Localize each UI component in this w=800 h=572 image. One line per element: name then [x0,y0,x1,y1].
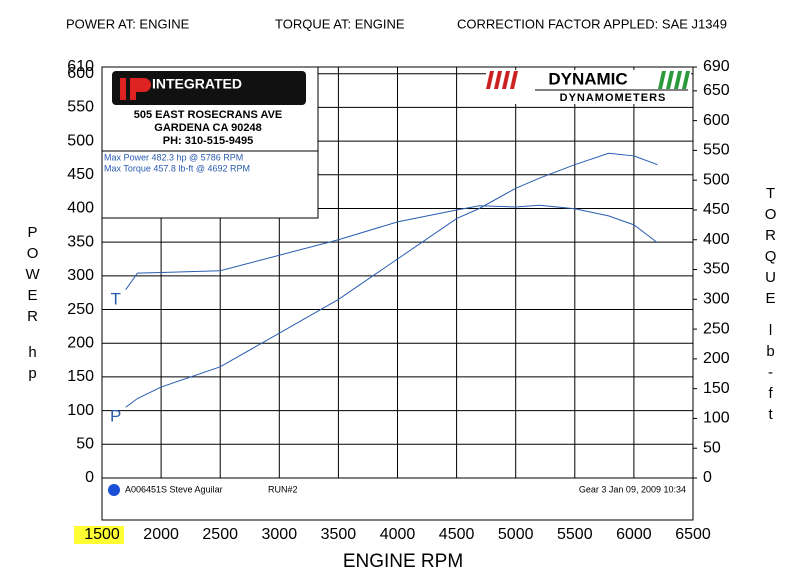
y2-axis-unit: lb-ft [762,322,779,427]
y2-tick-label: 550 [703,142,730,159]
footer: A006451S Steve Aguilar [125,484,223,494]
series-label: T [110,289,120,308]
x-tick-label: 3500 [321,526,357,543]
note: Max Torque 457.8 lb-ft @ 4692 RPM [104,163,250,173]
y2-tick-label: 650 [703,82,730,99]
footer: Gear 3 Jan 09, 2009 10:34 [579,484,686,494]
x-tick-label: 4500 [439,526,475,543]
y-tick-label: 400 [67,200,94,217]
y-tick-label: 450 [67,166,94,183]
y-axis-unit: hp [24,344,41,386]
header: POWER AT: ENGINE [66,16,190,31]
y2-tick-label: 500 [703,171,730,188]
x-tick-label: 2500 [202,526,238,543]
y2-tick-label: 400 [703,231,730,248]
series-label: P [110,407,121,426]
series-line [125,152,658,408]
brand: INTEGRATED [152,76,242,92]
dyno-sub: DYNAMOMETERS [560,92,667,104]
x-tick-label: 5000 [498,526,534,543]
dyno-brand: DYNAMIC [548,69,627,88]
y2-axis-title: TORQUE [762,185,779,311]
y-tick-label: 610 [67,58,94,75]
y-tick-label: 500 [67,132,94,149]
y-tick-label: 100 [67,402,94,419]
footer: RUN#2 [268,484,298,494]
y2-tick-label: 250 [703,320,730,337]
tick-highlight [74,526,124,544]
note: Max Power 482.3 hp @ 5786 RPM [104,152,243,162]
logo-box: INTEGRATED 505 EAST ROSECRANS AVE GARDEN… [101,66,319,219]
x-tick-label: 3000 [262,526,298,543]
y2-tick-label: 350 [703,261,730,278]
dyno-logo: DYNAMIC DYNAMOMETERS [486,69,691,104]
header: CORRECTION FACTOR APPLED: SAE J1349 [457,16,727,31]
y-tick-label: 200 [67,334,94,351]
y-tick-label: 600 [67,65,94,82]
y-axis-title: POWER [24,224,41,329]
x-axis-title: ENGINE RPM [343,551,463,572]
y2-tick-label: 0 [703,469,712,486]
y-tick-label: 250 [67,301,94,318]
y2-tick-label: 200 [703,350,730,367]
x-tick-label: 4000 [380,526,416,543]
address: GARDENA CA 90248 [154,122,261,134]
x-tick-label: 2000 [143,526,179,543]
y-tick-label: 50 [76,436,94,453]
address: PH: 310-515-9495 [163,135,254,147]
y-tick-label: 0 [85,469,94,486]
x-tick-label: 6500 [675,526,711,543]
y-tick-label: 350 [67,233,94,250]
y2-tick-label: 150 [703,380,730,397]
footer-box: A006451S Steve Aguilar RUN#2 Gear 3 Jan … [101,477,694,521]
y2-tick-label: 50 [703,439,721,456]
y2-tick-label: 100 [703,410,730,427]
y2-tick-label: 450 [703,201,730,218]
x-tick-label: 5500 [557,526,593,543]
address: 505 EAST ROSECRANS AVE [134,109,283,121]
y2-tick-label: 300 [703,291,730,308]
y2-tick-label: 600 [703,112,730,129]
y-tick-label: 550 [67,99,94,116]
series-line [125,204,658,291]
header: TORQUE AT: ENGINE [275,16,405,31]
x-tick-label: 1500 [84,526,120,543]
y2-tick-label: 690 [703,58,730,75]
y-tick-label: 300 [67,267,94,284]
x-tick-label: 6000 [616,526,652,543]
y-tick-label: 150 [67,368,94,385]
